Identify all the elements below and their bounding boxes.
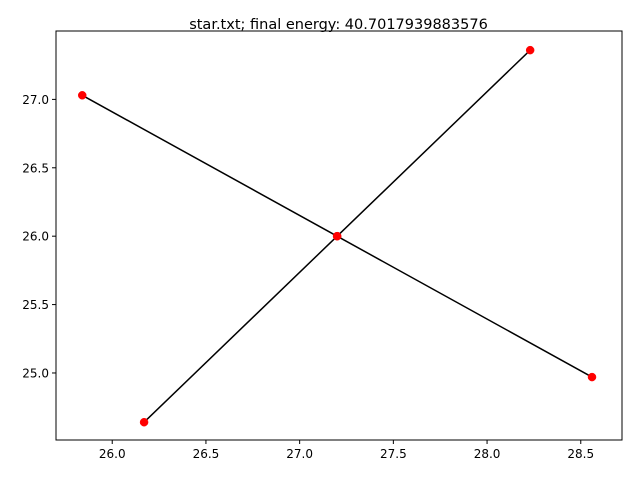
data-point-2-2 <box>332 231 342 241</box>
data-point-2-1 <box>139 417 149 427</box>
y-axis-ticks: 25.0 25.5 26.0 26.5 27.0 <box>22 93 56 380</box>
y-tick-label: 27.0 <box>22 93 49 107</box>
data-layer <box>77 45 597 427</box>
x-tick-label: 28.0 <box>474 447 501 461</box>
x-tick-label: 27.5 <box>380 447 407 461</box>
plot-frame <box>55 30 623 441</box>
x-tick-label: 26.5 <box>193 447 220 461</box>
x-tick-label: 26.0 <box>99 447 126 461</box>
x-tick-label: 28.5 <box>567 447 594 461</box>
chart-title: star.txt; final energy: 40.7017939883576 <box>189 17 488 33</box>
data-point-1-1 <box>77 91 87 100</box>
y-tick-label: 26.5 <box>22 161 49 175</box>
data-point-1-3 <box>587 372 597 382</box>
data-point-2-3 <box>525 45 535 55</box>
y-tick-label: 26.0 <box>22 230 49 244</box>
x-tick-label: 27.0 <box>286 447 313 461</box>
y-tick-label: 25.5 <box>22 298 49 312</box>
x-axis-ticks: 26.0 26.5 27.0 27.5 28.0 28.5 <box>99 440 594 461</box>
y-tick-label: 25.0 <box>22 366 49 380</box>
